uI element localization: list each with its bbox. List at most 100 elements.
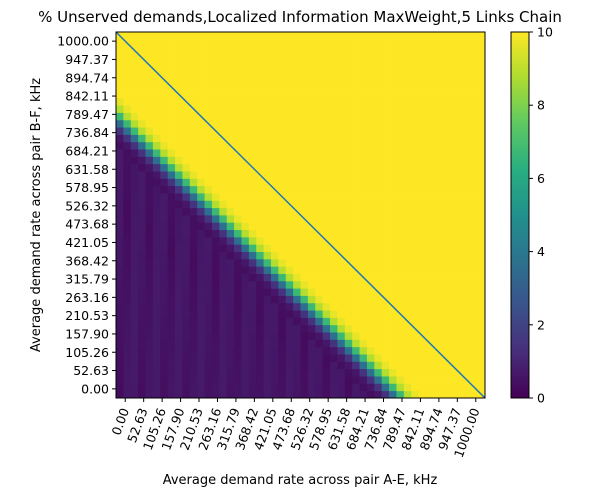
heatmap-cell	[204, 61, 213, 69]
heatmap-cell	[116, 383, 124, 392]
heatmap-cell	[256, 61, 264, 69]
heatmap-cell	[396, 376, 405, 384]
heatmap-cell	[411, 266, 419, 274]
heatmap-cell	[448, 288, 456, 296]
heatmap-cell	[138, 215, 146, 223]
heatmap-cell	[322, 32, 331, 40]
heatmap-cell	[470, 119, 479, 128]
heatmap-cell	[197, 90, 205, 99]
heatmap-cell	[278, 61, 287, 69]
heatmap-cell	[219, 251, 228, 260]
heatmap-cell	[411, 339, 419, 348]
heatmap-cell	[123, 61, 132, 69]
heatmap-cell	[123, 207, 132, 216]
heatmap-cell	[470, 229, 479, 238]
heatmap-cell	[455, 185, 464, 194]
heatmap-cell	[175, 127, 183, 135]
heatmap-cell	[263, 90, 272, 99]
heatmap-cell	[366, 53, 375, 62]
heatmap-cell	[411, 273, 419, 282]
heatmap-cell	[293, 361, 301, 370]
heatmap-cell	[418, 207, 427, 216]
heatmap-cell	[425, 383, 434, 392]
heatmap-cell	[396, 105, 405, 113]
heatmap-cell	[411, 141, 419, 150]
heatmap-cell	[197, 141, 205, 150]
heatmap-cell	[462, 207, 471, 216]
heatmap-cell	[381, 288, 390, 296]
heatmap-cell	[248, 178, 257, 187]
heatmap-cell	[418, 229, 427, 238]
heatmap-cell	[344, 317, 353, 326]
heatmap-cell	[226, 258, 235, 267]
heatmap-cell	[248, 141, 257, 150]
heatmap-cell	[337, 324, 346, 333]
heatmap-cell	[462, 354, 471, 362]
heatmap-cell	[366, 68, 375, 77]
heatmap-cell	[440, 53, 449, 62]
heatmap-cell	[167, 61, 176, 69]
heatmap-cell	[219, 90, 228, 99]
heatmap-cell	[396, 236, 405, 245]
heatmap-cell	[330, 53, 338, 62]
heatmap-cell	[315, 149, 324, 157]
heatmap-cell	[160, 288, 169, 296]
heatmap-cell	[167, 390, 176, 399]
heatmap-cell	[285, 383, 294, 392]
heatmap-cell	[330, 295, 338, 304]
y-tick-label: 789.47	[65, 107, 109, 122]
heatmap-cell	[204, 317, 213, 326]
heatmap-cell	[411, 163, 419, 172]
heatmap-cell	[337, 105, 346, 113]
heatmap-cell	[130, 288, 139, 296]
heatmap-cell	[403, 354, 412, 362]
heatmap-cell	[234, 134, 242, 143]
heatmap-cell	[152, 324, 161, 333]
heatmap-cell	[256, 236, 264, 245]
heatmap-cell	[344, 193, 353, 201]
heatmap-cell	[226, 112, 235, 121]
heatmap-cell	[403, 295, 412, 304]
heatmap-cell	[344, 207, 353, 216]
heatmap-cell	[448, 119, 456, 128]
heatmap-cell	[455, 266, 464, 274]
heatmap-cell	[330, 185, 338, 194]
heatmap-cell	[116, 288, 124, 296]
heatmap-cell	[352, 68, 360, 77]
heatmap-cell	[138, 346, 146, 355]
heatmap-cell	[403, 324, 412, 333]
heatmap-cell	[204, 83, 213, 91]
heatmap-cell	[189, 185, 198, 194]
heatmap-cell	[285, 156, 294, 165]
heatmap-cell	[152, 53, 161, 62]
heatmap-cell	[219, 75, 228, 84]
heatmap-cell	[330, 32, 338, 40]
heatmap-cell	[411, 105, 419, 113]
heatmap-cell	[366, 171, 375, 179]
heatmap-cell	[330, 112, 338, 121]
heatmap-cell	[352, 46, 360, 55]
heatmap-cell	[263, 185, 272, 194]
heatmap-cell	[234, 68, 242, 77]
heatmap-cell	[477, 156, 486, 165]
heatmap-cell	[197, 149, 205, 157]
heatmap-cell	[123, 317, 132, 326]
heatmap-cell	[433, 354, 442, 362]
heatmap-cell	[116, 68, 124, 77]
heatmap-cell	[263, 46, 272, 55]
heatmap-cell	[197, 39, 205, 48]
heatmap-cell	[344, 354, 353, 362]
heatmap-cell	[130, 280, 139, 289]
heatmap-cell	[315, 178, 324, 187]
heatmap-cell	[344, 229, 353, 238]
heatmap-cell	[470, 105, 479, 113]
heatmap-cell	[145, 171, 154, 179]
heatmap-cell	[440, 75, 449, 84]
heatmap-cell	[381, 61, 390, 69]
heatmap-cell	[315, 258, 324, 267]
heatmap-cell	[130, 376, 139, 384]
heatmap-cell	[175, 339, 183, 348]
heatmap-cell	[285, 134, 294, 143]
heatmap-cell	[381, 156, 390, 165]
heatmap-cell	[425, 185, 434, 194]
